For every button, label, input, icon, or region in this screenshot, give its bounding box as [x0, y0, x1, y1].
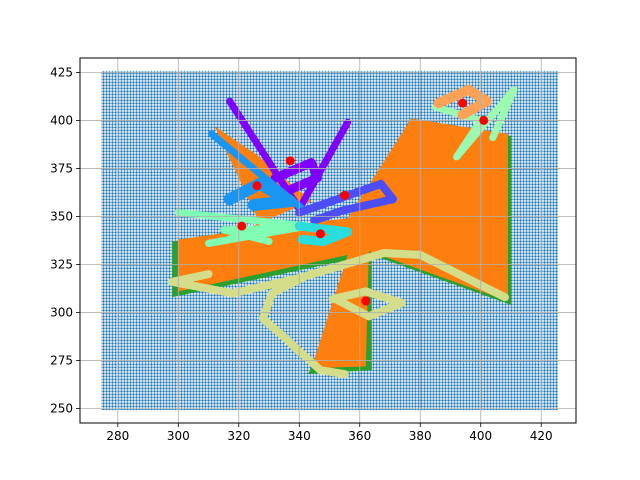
y-tick-label: 375 — [50, 161, 73, 175]
y-tick-label: 250 — [50, 402, 73, 416]
x-tick-label: 360 — [348, 429, 371, 443]
y-tick-label: 300 — [50, 306, 73, 320]
shape-1 — [178, 118, 508, 369]
center-markers — [237, 98, 489, 306]
stroke-7 — [295, 179, 398, 225]
stroke-4 — [270, 158, 322, 195]
axis-ticks: 280 300 320 340 360 380 400 420 250 275 300 325 350 3… — [50, 65, 553, 443]
stroke-9 — [294, 221, 353, 246]
center-marker-7 — [479, 115, 489, 125]
x-tick-label: 380 — [409, 429, 432, 443]
center-marker-6 — [458, 98, 468, 108]
x-tick-label: 400 — [469, 429, 492, 443]
y-tick-label: 350 — [50, 209, 73, 223]
x-tick-label: 280 — [106, 429, 129, 443]
y-tick-label: 275 — [50, 354, 73, 368]
stroke-11 — [433, 84, 492, 120]
stroke-8 — [174, 209, 312, 247]
x-tick-label: 300 — [167, 429, 190, 443]
stroke-6 — [223, 177, 297, 211]
center-marker-3 — [237, 221, 247, 231]
x-tick-label: 420 — [530, 429, 553, 443]
stroke-1 — [258, 273, 349, 379]
y-tick-label: 425 — [50, 65, 73, 79]
x-tick-label: 340 — [288, 429, 311, 443]
center-marker-4 — [315, 229, 325, 239]
center-marker-2 — [340, 190, 350, 200]
y-tick-label: 400 — [50, 113, 73, 127]
center-marker-1 — [252, 181, 262, 191]
plot-frame — [79, 57, 577, 424]
strokes-layer — [168, 84, 518, 379]
gridlines — [80, 58, 576, 423]
stroke-2 — [328, 287, 407, 321]
x-tick-label: 320 — [227, 429, 250, 443]
y-tick-label: 325 — [50, 258, 73, 272]
center-marker-0 — [285, 156, 295, 166]
center-marker-5 — [361, 296, 371, 306]
